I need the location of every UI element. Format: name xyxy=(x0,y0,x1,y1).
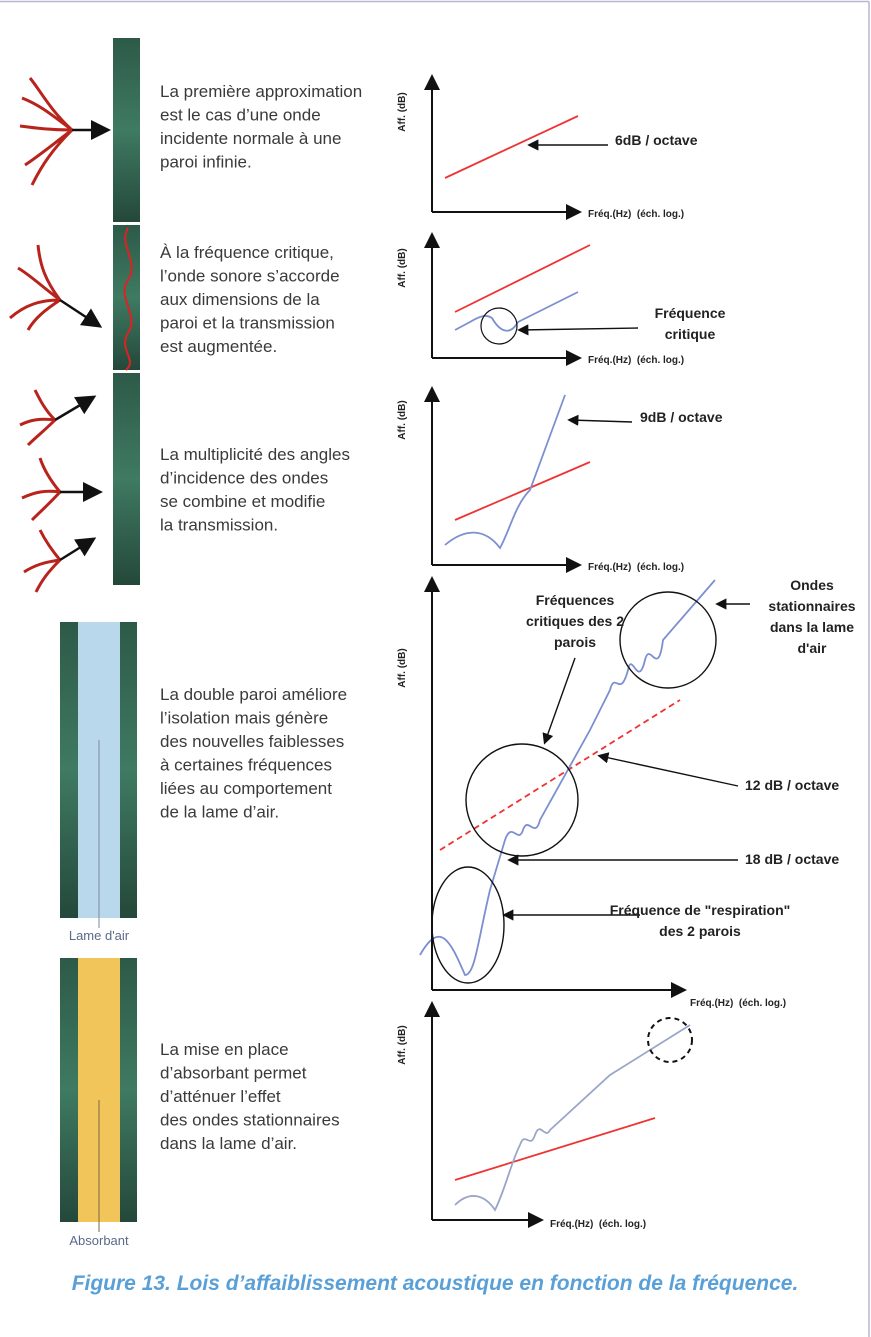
paragraph-line: d’atténuer l’effet xyxy=(160,1087,281,1106)
paragraph-line: des ondes stationnaires xyxy=(160,1111,340,1130)
x-axis-label: Fréq.(Hz) (éch. log.) xyxy=(690,998,786,1009)
annotation: Ondes xyxy=(790,577,834,593)
annotation: Fréquences xyxy=(536,592,615,608)
paragraph-line: aux dimensions de la xyxy=(160,290,320,309)
y-axis-label: Aff. (dB) xyxy=(397,248,408,287)
caption: Figure 13. Lois d’affaiblissement acoust… xyxy=(72,1272,799,1295)
annotation: critique xyxy=(665,326,716,342)
graph-curves xyxy=(419,115,717,1212)
paragraph-line: À la fréquence critique, xyxy=(160,243,334,262)
annotation: des 2 parois xyxy=(659,923,741,939)
walls xyxy=(60,38,140,1232)
paragraph-line: La double paroi améliore xyxy=(160,685,347,704)
paragraph-line: d’absorbant permet xyxy=(160,1064,307,1083)
y-axis-label: Aff. (dB) xyxy=(397,1025,408,1064)
paragraph-line: la transmission. xyxy=(160,516,278,535)
annotation: Fréquence de "respiration" xyxy=(610,902,791,918)
paragraph-line: de la lame d’air. xyxy=(160,803,279,822)
annotation: 6dB / octave xyxy=(615,132,698,148)
x-axis-label: Fréq.(Hz) (éch. log.) xyxy=(588,355,684,366)
paragraph-line: d’incidence des ondes xyxy=(160,469,328,488)
paragraph-line: La mise en place xyxy=(160,1040,289,1059)
paragraph-line: La première approximation xyxy=(160,82,362,101)
annotation: stationnaires xyxy=(768,598,855,614)
incident-arrows xyxy=(54,120,111,562)
annotation: 18 dB / octave xyxy=(745,851,839,867)
x-axis-label: Fréq.(Hz) (éch. log.) xyxy=(588,562,684,573)
annotation-arrows xyxy=(502,139,750,921)
generated: La première approximation est le cas d’un… xyxy=(69,74,856,1295)
wall-label: Absorbant xyxy=(69,1233,129,1248)
paragraph-line: paroi infinie. xyxy=(160,153,252,172)
paragraph-line: se combine et modifie xyxy=(160,492,325,511)
paragraph-line: l’onde sonore s’accorde xyxy=(160,267,340,286)
y-axis-label: Aff. (dB) xyxy=(397,400,408,439)
paragraph-line: incidente normale à une xyxy=(160,129,341,148)
paragraph-line: dans la lame d’air. xyxy=(160,1134,297,1153)
annotation: d'air xyxy=(797,640,827,656)
y-axis-label: Aff. (dB) xyxy=(397,648,408,687)
paragraph-line: à certaines fréquences xyxy=(160,756,332,775)
wave-fans xyxy=(9,77,74,593)
paragraph-line: La multiplicité des angles xyxy=(160,445,350,464)
annotation: Fréquence xyxy=(655,305,726,321)
paragraph-line: des nouvelles faiblesses xyxy=(160,732,344,751)
annotation: dans la lame xyxy=(770,619,854,635)
paragraph-line: l’isolation mais génère xyxy=(160,709,328,728)
annotation: critiques des 2 xyxy=(526,613,624,629)
wall-label: Lame d'air xyxy=(69,928,130,943)
x-axis-label: Fréq.(Hz) (éch. log.) xyxy=(550,1219,646,1230)
x-axis-label: Fréq.(Hz) (éch. log.) xyxy=(588,209,684,220)
annotation: 9dB / octave xyxy=(640,409,723,425)
paragraph-line: liées au comportement xyxy=(160,779,332,798)
paragraph-line: paroi et la transmission xyxy=(160,314,335,333)
paragraph-line: est augmentée. xyxy=(160,337,277,356)
y-axis-label: Aff. (dB) xyxy=(397,92,408,131)
annotation: parois xyxy=(554,634,596,650)
paragraph-line: est le cas d’une onde xyxy=(160,106,321,125)
annotation: 12 dB / octave xyxy=(745,777,839,793)
